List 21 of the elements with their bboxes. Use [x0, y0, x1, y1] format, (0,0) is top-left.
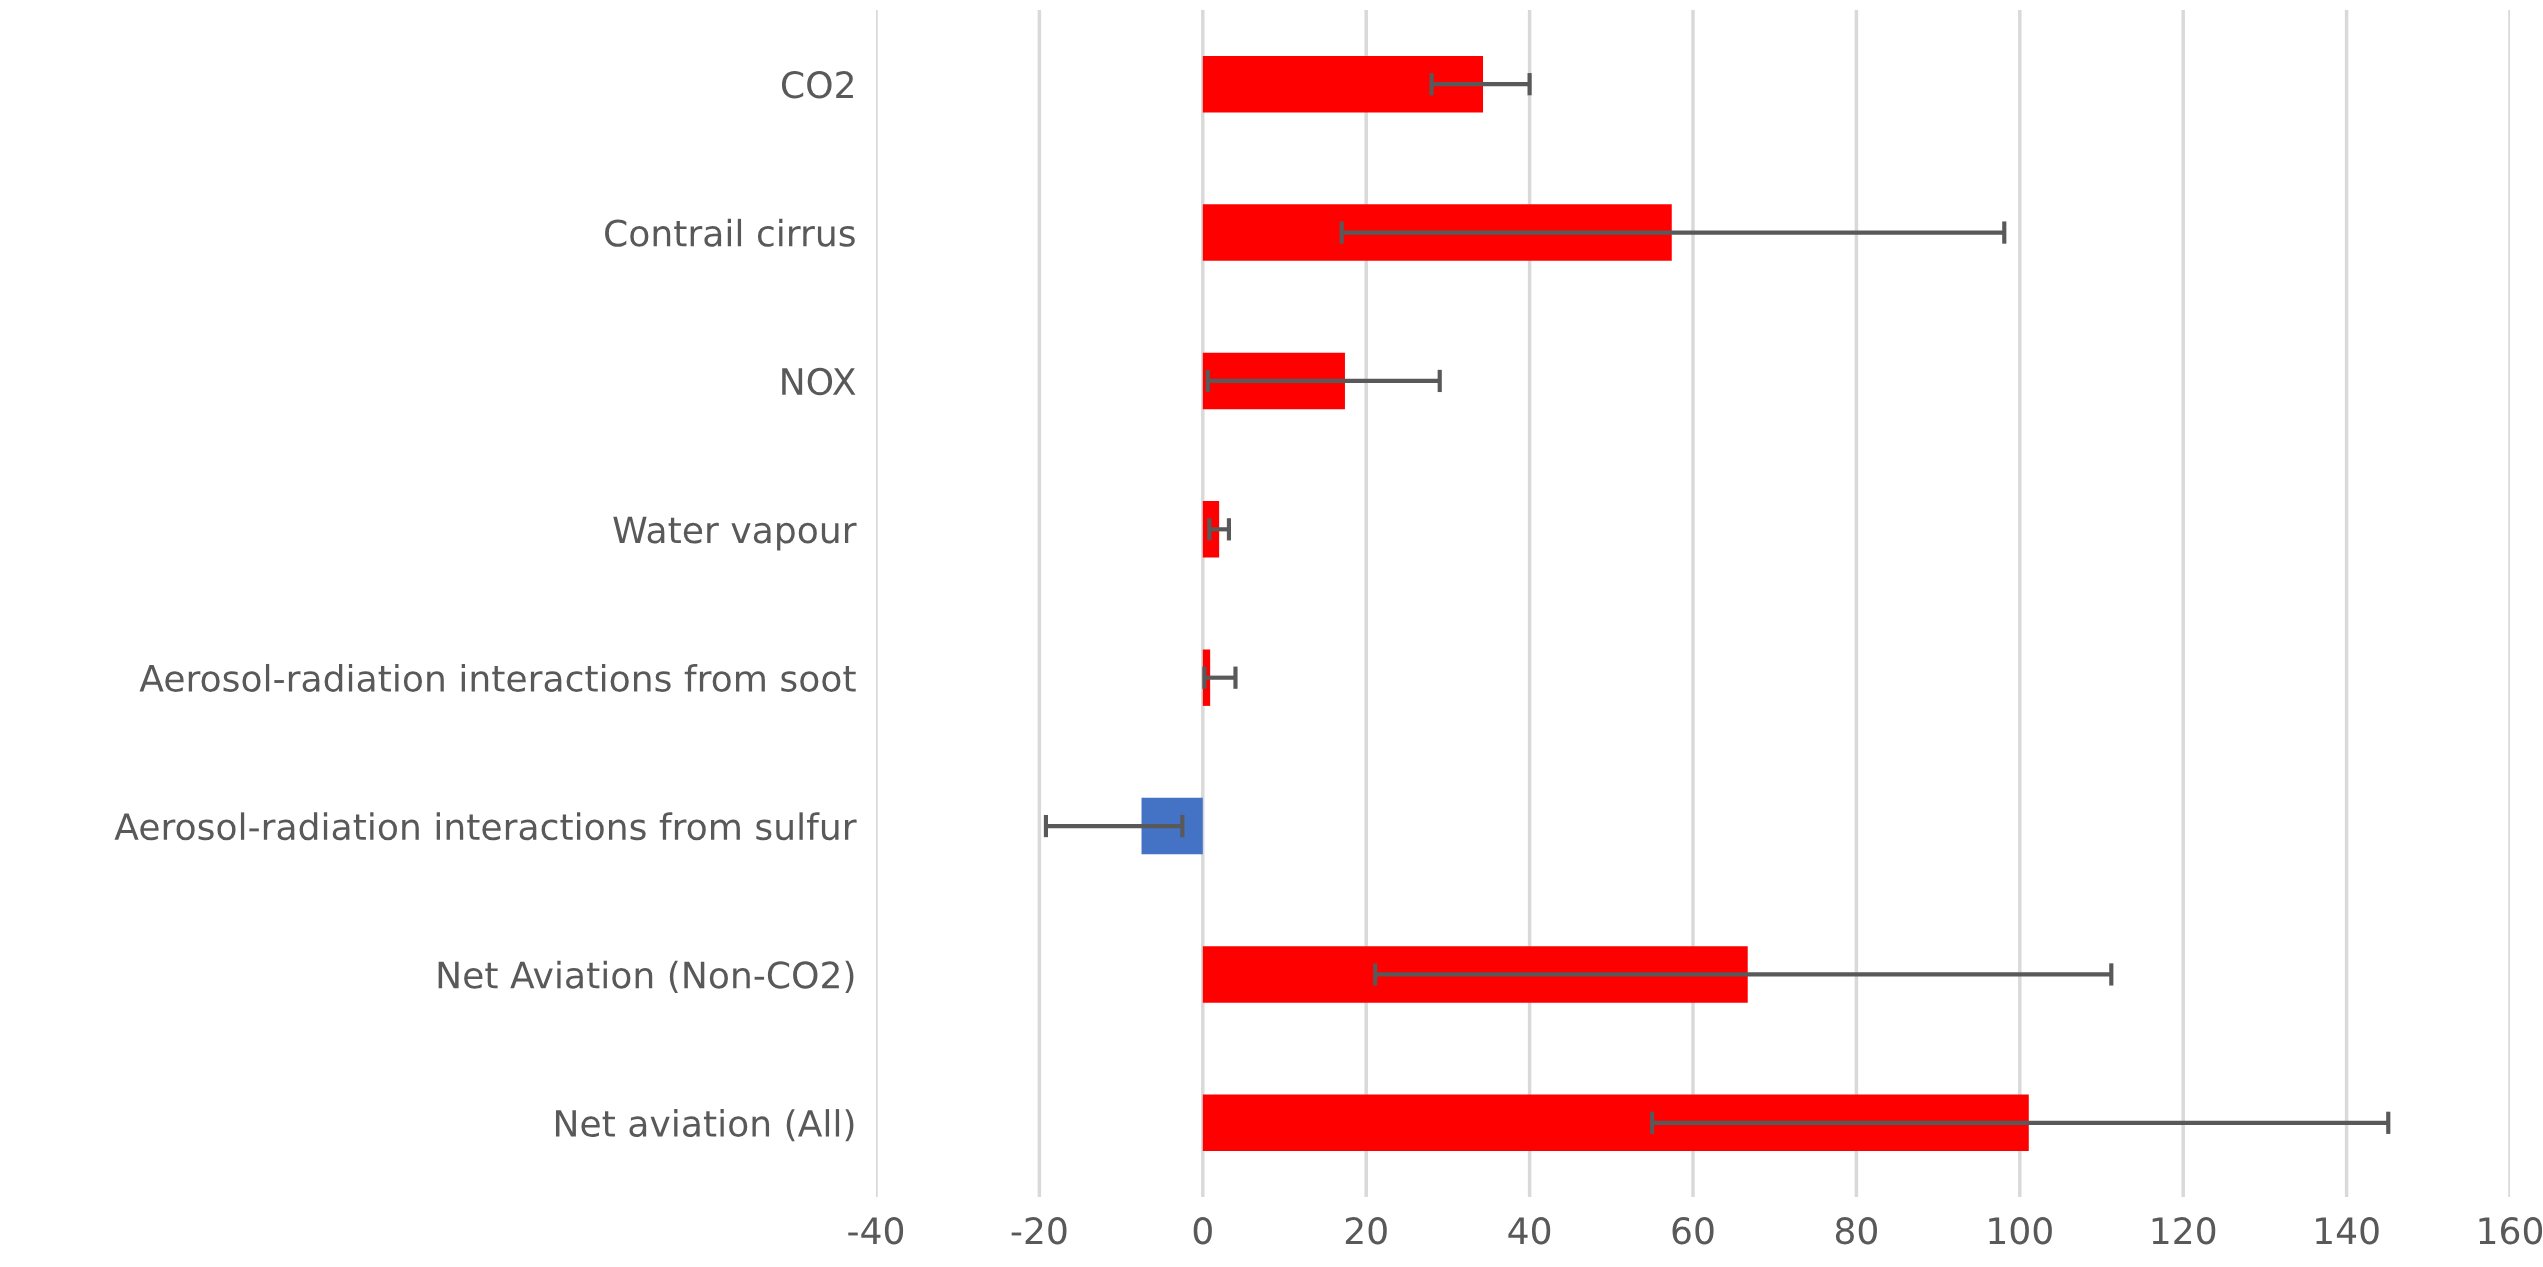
y-tick-label: Net Aviation (Non-CO2)	[438, 960, 854, 993]
x-tick-label: -20	[1011, 1217, 1067, 1245]
x-tick-label: 20	[1345, 1217, 1387, 1245]
y-tick-label: CO2	[781, 71, 853, 99]
y-tick-label: Net aviation (All)	[555, 1109, 854, 1142]
y-tick-label: Aerosol-radiation interactions from soot	[139, 663, 856, 692]
x-tick-label: -40	[848, 1217, 904, 1245]
x-tick-label: 120	[2152, 1217, 2216, 1245]
x-tick-label: 40	[1508, 1217, 1551, 1245]
y-tick-label: NOX	[782, 367, 856, 396]
bar	[1202, 56, 1484, 113]
x-tick-label: 60	[1672, 1217, 1714, 1245]
y-tick-label: Water vapour	[613, 516, 857, 551]
x-tick-label: 0	[1193, 1217, 1212, 1245]
y-tick-label: Contrail cirrus	[605, 218, 855, 247]
x-tick-label: 140	[2316, 1217, 2379, 1245]
y-tick-label: Aerosol-radiation interactions from sulfur	[114, 812, 857, 841]
x-tick-label: 160	[2479, 1217, 2543, 1245]
x-tick-label: 100	[1989, 1217, 2052, 1245]
bar	[1202, 1094, 2029, 1151]
x-tick-label: 80	[1835, 1217, 1877, 1245]
